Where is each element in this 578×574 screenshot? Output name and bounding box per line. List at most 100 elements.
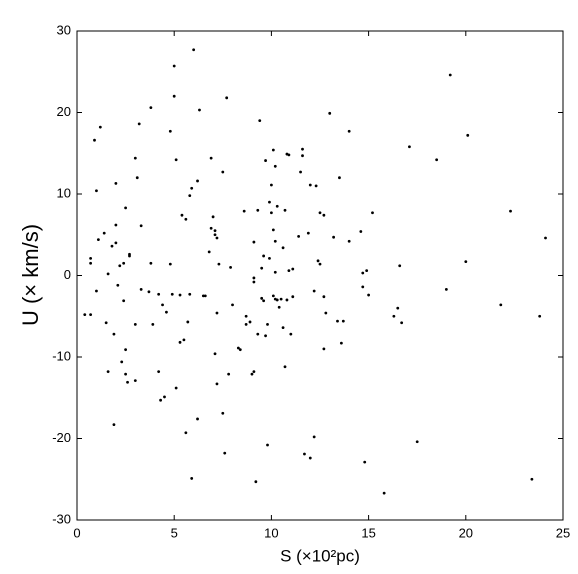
point [339, 341, 343, 345]
point [363, 460, 367, 464]
point [161, 303, 164, 307]
point [332, 235, 336, 239]
point [180, 213, 184, 217]
point [236, 346, 240, 350]
point [303, 452, 306, 456]
point [291, 267, 295, 271]
point [308, 183, 312, 187]
point [139, 287, 143, 291]
point [392, 314, 396, 318]
point [260, 266, 264, 270]
y-tick-label: -20 [52, 430, 71, 445]
point [273, 164, 277, 168]
point [124, 348, 127, 352]
point [178, 340, 182, 344]
point [281, 246, 285, 250]
point [400, 321, 404, 325]
point [168, 129, 172, 133]
point [499, 303, 503, 307]
point [124, 206, 127, 210]
point [184, 431, 188, 435]
point [83, 313, 87, 317]
point [213, 233, 217, 237]
point [151, 323, 155, 326]
point [287, 153, 291, 157]
point [444, 287, 448, 291]
point [260, 296, 264, 300]
point [281, 326, 285, 330]
point [448, 73, 452, 77]
point [149, 261, 153, 265]
point [201, 294, 205, 298]
point [258, 119, 262, 123]
x-tick-label: 25 [556, 525, 570, 540]
point [509, 209, 512, 213]
point [365, 269, 369, 273]
point [238, 348, 242, 352]
y-tick-label: 20 [57, 104, 71, 119]
point [256, 332, 260, 336]
point [287, 269, 291, 273]
point [336, 319, 339, 323]
point [223, 451, 227, 455]
point [318, 211, 322, 215]
point [273, 239, 277, 243]
point [306, 231, 310, 235]
point [128, 252, 131, 256]
point [266, 443, 269, 447]
point [112, 332, 116, 336]
y-tick-label: 0 [64, 267, 71, 282]
point [172, 94, 176, 98]
point [273, 270, 277, 274]
x-tick-label: 5 [171, 525, 178, 540]
point [95, 289, 98, 293]
point [192, 48, 196, 52]
point [271, 228, 275, 232]
point [244, 323, 248, 326]
point [116, 283, 120, 287]
point [188, 194, 192, 198]
point [149, 106, 153, 110]
y-axis-label: U (× km/s) [18, 224, 43, 326]
point [207, 250, 211, 254]
point [174, 386, 178, 390]
point [165, 310, 168, 314]
point [328, 111, 332, 115]
point [95, 189, 98, 193]
point [122, 299, 126, 303]
point [382, 491, 386, 495]
point [209, 156, 213, 160]
point [371, 211, 374, 215]
point [283, 365, 287, 369]
point [133, 379, 137, 383]
point [133, 323, 137, 326]
y-tick-label: -10 [52, 348, 71, 363]
point [120, 360, 124, 364]
point [275, 204, 279, 208]
point [188, 292, 192, 296]
point [198, 108, 201, 112]
point [268, 200, 271, 204]
point [221, 170, 225, 174]
point [213, 229, 217, 233]
point [157, 370, 161, 374]
point [262, 299, 266, 303]
point [291, 295, 295, 299]
point [301, 147, 304, 151]
point [347, 129, 351, 133]
point [271, 294, 275, 298]
point [170, 292, 174, 296]
point [322, 347, 326, 351]
point [248, 320, 252, 324]
point [396, 306, 400, 310]
point [133, 156, 137, 160]
x-tick-label: 0 [73, 525, 80, 540]
point [283, 208, 287, 212]
point [244, 314, 248, 318]
point [322, 295, 326, 299]
point [215, 382, 219, 386]
point [215, 311, 219, 315]
point [114, 241, 118, 245]
point [110, 244, 114, 248]
